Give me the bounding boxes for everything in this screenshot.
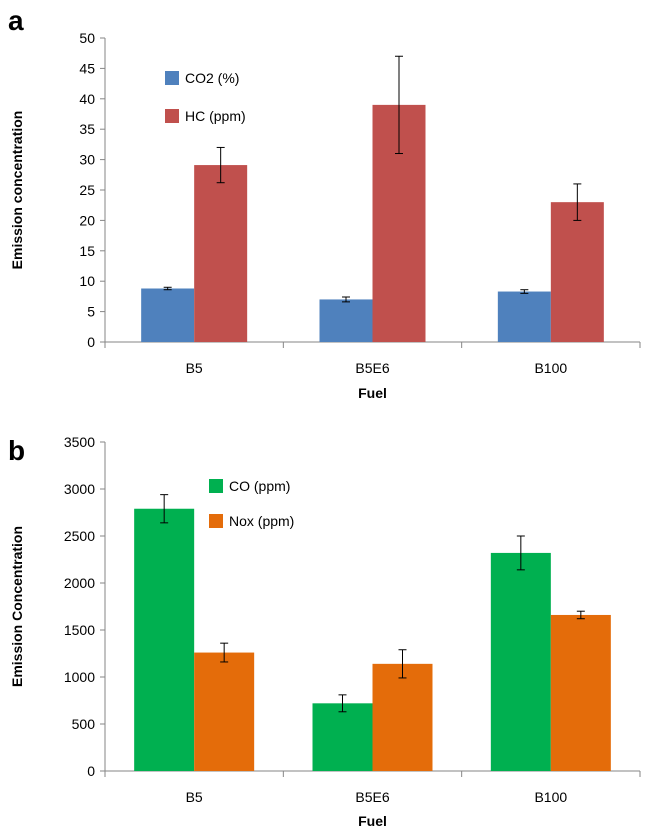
y-tick-label: 25 <box>79 182 95 198</box>
legend-label: CO (ppm) <box>229 478 290 494</box>
y-tick-label: 20 <box>79 212 95 228</box>
legend-label: CO2 (%) <box>185 70 239 86</box>
y-tick-label: 35 <box>79 121 95 137</box>
y-tick-label: 1000 <box>64 669 95 685</box>
bar-co-ppm-b5e6 <box>312 703 373 771</box>
y-tick-label: 1500 <box>64 622 95 638</box>
y-tick-label: 2500 <box>64 528 95 544</box>
y-tick-label: 0 <box>87 763 95 779</box>
y-tick-label: 10 <box>79 273 95 289</box>
bar-hc-ppm-b5 <box>194 165 248 342</box>
chart-panel-b: b 0 500 1000 1500 2000 2500 3000 3500 B5 B5E6 B100 C… <box>8 434 641 829</box>
y-axis-title: Emission Concentration <box>9 526 25 687</box>
y-tick-label: 0 <box>87 334 95 350</box>
bar-co-ppm-b100 <box>490 552 551 771</box>
panel-label: b <box>8 435 25 466</box>
x-tick-label: B5E6 <box>355 789 389 805</box>
x-tick-label: B100 <box>534 360 567 376</box>
x-tick-label: B5 <box>186 360 203 376</box>
bar-nox-ppm-b5e6 <box>372 663 433 771</box>
x-tick-label: B5 <box>186 789 203 805</box>
bar-co2-b100 <box>497 291 551 342</box>
y-tick-label: 40 <box>79 91 95 107</box>
legend-label: HC (ppm) <box>185 108 246 124</box>
x-tick-label: B100 <box>534 789 567 805</box>
y-axis-title: Emission concentration <box>9 111 25 270</box>
bar-hc-ppm-b100 <box>550 202 604 342</box>
legend-swatch <box>165 71 179 85</box>
legend-swatch <box>165 109 179 123</box>
panel-label: a <box>8 5 24 36</box>
y-tick-label: 2000 <box>64 575 95 591</box>
chart-panel-a: a 0 5 10 15 20 25 30 35 40 45 50 B5 B5E6 B100 CO2 (%) HC… <box>8 5 641 401</box>
bar-nox-ppm-b5 <box>194 652 255 771</box>
x-axis-title: Fuel <box>358 385 387 401</box>
bar-co2-b5 <box>141 288 195 342</box>
legend-swatch <box>209 514 223 528</box>
y-tick-label: 45 <box>79 60 95 76</box>
bar-co2-b5e6 <box>319 299 373 342</box>
legend-label: Nox (ppm) <box>229 513 294 529</box>
y-tick-label: 500 <box>72 716 96 732</box>
bar-co-ppm-b5 <box>134 508 195 771</box>
y-tick-label: 15 <box>79 243 95 259</box>
y-tick-label: 3000 <box>64 481 95 497</box>
y-tick-label: 30 <box>79 152 95 168</box>
bar-nox-ppm-b100 <box>550 614 611 771</box>
legend-swatch <box>209 479 223 493</box>
x-tick-label: B5E6 <box>355 360 389 376</box>
x-axis-title: Fuel <box>358 813 387 829</box>
y-tick-label: 3500 <box>64 434 95 450</box>
y-tick-label: 50 <box>79 30 95 46</box>
y-tick-label: 5 <box>87 304 95 320</box>
